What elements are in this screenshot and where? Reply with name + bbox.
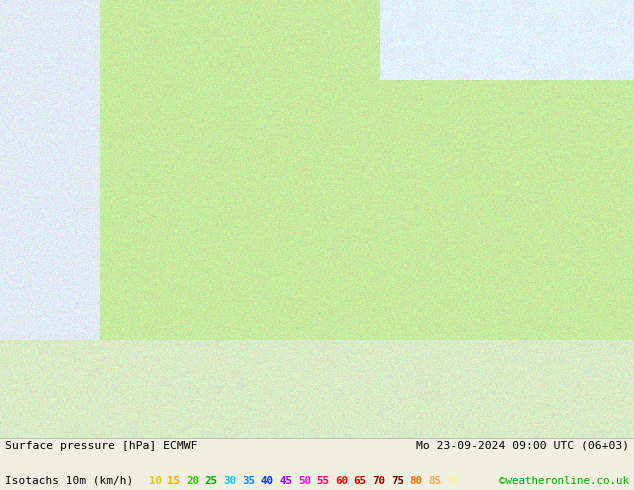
Text: 30: 30 [223, 476, 236, 486]
Text: 20: 20 [186, 476, 199, 486]
Text: 10: 10 [149, 476, 162, 486]
Text: 45: 45 [279, 476, 292, 486]
Text: 60: 60 [335, 476, 348, 486]
Text: 70: 70 [372, 476, 385, 486]
Text: 55: 55 [316, 476, 330, 486]
Text: 35: 35 [242, 476, 255, 486]
Text: ©weatheronline.co.uk: ©weatheronline.co.uk [499, 476, 629, 486]
Text: 90: 90 [447, 476, 460, 486]
Text: 40: 40 [261, 476, 274, 486]
Text: 80: 80 [410, 476, 423, 486]
Text: 75: 75 [391, 476, 404, 486]
Text: Surface pressure [hPa] ECMWF: Surface pressure [hPa] ECMWF [5, 441, 198, 451]
Text: 85: 85 [428, 476, 441, 486]
Text: 25: 25 [205, 476, 217, 486]
Text: Mo 23-09-2024 09:00 UTC (06+03): Mo 23-09-2024 09:00 UTC (06+03) [416, 441, 629, 451]
Text: 15: 15 [167, 476, 181, 486]
Text: 65: 65 [354, 476, 366, 486]
Text: Isotachs 10m (km/h): Isotachs 10m (km/h) [5, 476, 133, 486]
Text: 50: 50 [298, 476, 311, 486]
